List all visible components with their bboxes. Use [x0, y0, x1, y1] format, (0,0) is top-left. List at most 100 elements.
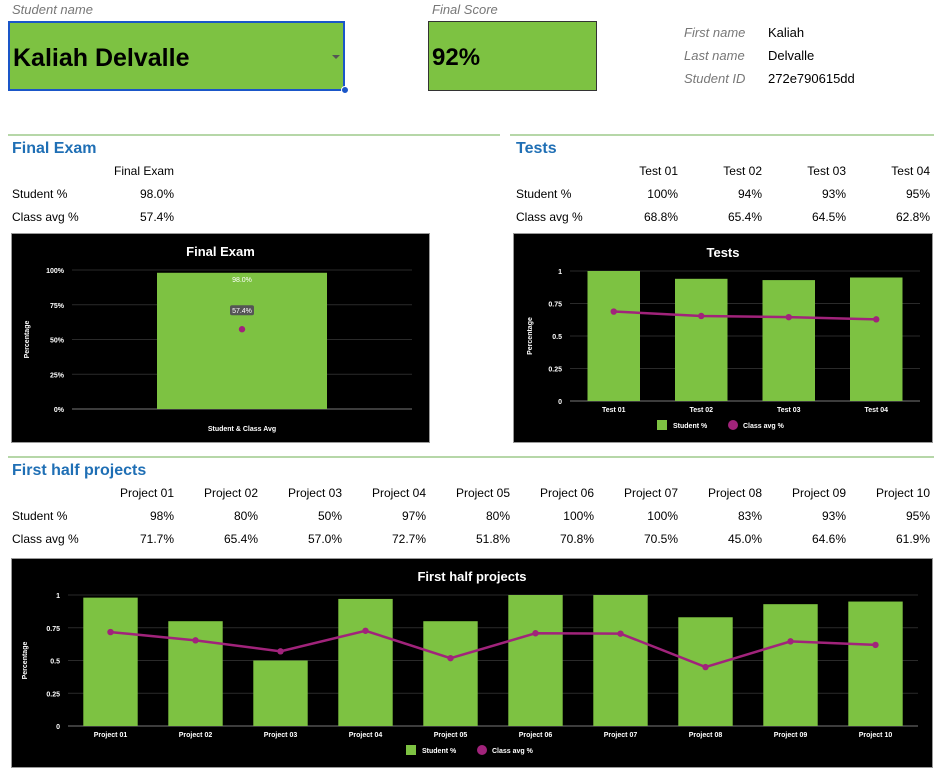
chart-title: First half projects	[417, 569, 526, 584]
final-exam-col-header: Final Exam	[114, 164, 175, 178]
projects-title: First half projects	[12, 462, 147, 479]
final-score-label: Final Score	[432, 2, 498, 17]
projects-student-value: 97%	[401, 509, 426, 523]
bar-student	[423, 621, 478, 726]
final-exam-class-value: 57.4%	[139, 210, 174, 224]
x-tick-label: Project 02	[179, 732, 213, 739]
projects-student-value: 93%	[821, 509, 846, 523]
legend-swatch-class	[728, 420, 738, 430]
student-id-value: 272e790615dd	[768, 71, 855, 86]
class-avg-point	[610, 308, 617, 315]
student-name-dropdown[interactable]: Kaliah Delvalle	[8, 21, 345, 91]
bar-student	[587, 271, 640, 401]
legend-label-class: Class avg %	[743, 423, 785, 430]
x-tick-label: Project 06	[519, 732, 553, 739]
class-avg-point	[702, 663, 709, 671]
chart-title: Tests	[707, 245, 740, 260]
legend-label-student: Student %	[673, 423, 708, 430]
bar-student	[593, 595, 648, 726]
projects-header: Project 07	[623, 486, 678, 500]
y-tick-label: 75%	[50, 303, 65, 310]
tests-student-value: 93%	[821, 187, 846, 201]
chevron-down-icon[interactable]	[332, 55, 340, 59]
selection-handle[interactable]	[341, 86, 349, 94]
final-score-value: 92%	[432, 44, 481, 71]
tests-class-value: 65.4%	[727, 210, 762, 224]
bar-student	[675, 278, 728, 401]
student-name-label: Student name	[12, 2, 93, 17]
projects-header: Project 10	[875, 486, 930, 500]
class-avg-point	[362, 627, 369, 634]
bar-student	[253, 660, 308, 726]
y-tick-label: 0%	[54, 407, 65, 414]
projects-header: Project 02	[203, 486, 258, 500]
legend-label-student: Student %	[422, 748, 457, 755]
y-tick-label: 1	[558, 269, 562, 276]
final-exam-title: Final Exam	[12, 140, 97, 157]
bar-student	[157, 272, 327, 409]
section-divider	[8, 134, 500, 136]
x-tick-label: Project 04	[349, 732, 383, 739]
projects-class-value: 70.5%	[643, 532, 678, 546]
class-avg-point	[107, 628, 114, 636]
tests-student-value: 94%	[737, 187, 762, 201]
tests-class-value: 62.8%	[895, 210, 930, 224]
tests-header: Test 01	[639, 164, 678, 178]
class-avg-point	[873, 316, 880, 323]
tests-header: Test 04	[891, 164, 930, 178]
projects-class-value: 65.4%	[223, 532, 258, 546]
x-tick-label: Project 01	[94, 732, 128, 739]
legend-swatch-student	[406, 745, 416, 755]
class-avg-point	[698, 312, 705, 320]
class-avg-point	[238, 326, 246, 333]
class-avg-point	[872, 641, 879, 649]
legend-swatch-student	[657, 420, 667, 430]
bar-student	[850, 277, 903, 401]
final-score-box: 92%	[428, 21, 597, 91]
x-tick-label: Test 03	[777, 407, 801, 414]
class-avg-point	[277, 648, 284, 655]
projects-student-value: 80%	[233, 509, 258, 523]
class-avg-point	[192, 637, 199, 644]
final-exam-row-student: Student %	[12, 187, 68, 201]
tests-student-value: 100%	[647, 187, 678, 201]
projects-header: Project 06	[539, 486, 594, 500]
last-name-label: Last name	[684, 48, 745, 63]
legend-label-class: Class avg %	[492, 748, 534, 755]
projects-class-value: 64.6%	[811, 532, 846, 546]
tests-header: Test 02	[723, 164, 762, 178]
class-avg-point	[532, 630, 539, 637]
final-exam-chart: Final Exam 0% 25% 50% 75% 100% Percentage 98.0%…	[11, 233, 430, 443]
projects-header: Project 04	[371, 486, 426, 500]
bar-student	[762, 280, 815, 401]
class-avg-point	[447, 654, 454, 662]
legend-swatch-class	[477, 745, 487, 755]
first-name-value: Kaliah	[768, 25, 805, 40]
section-divider	[510, 134, 934, 136]
y-tick-label: 0.75	[46, 626, 60, 633]
final-exam-row-class: Class avg %	[12, 210, 79, 224]
projects-student-value: 83%	[737, 509, 762, 523]
student-id-label: Student ID	[684, 71, 746, 86]
tests-row-student: Student %	[516, 187, 572, 201]
tests-class-value: 68.8%	[643, 210, 678, 224]
x-tick-label: Project 05	[434, 732, 468, 739]
bar-student	[763, 604, 818, 726]
projects-class-value: 71.7%	[139, 532, 174, 546]
projects-header: Project 09	[791, 486, 846, 500]
projects-header: Project 05	[455, 486, 510, 500]
first-name-label: First name	[684, 25, 746, 40]
y-tick-label: 0.75	[548, 302, 562, 309]
y-tick-label: 25%	[50, 372, 65, 379]
y-tick-label: 0.25	[548, 367, 562, 374]
bar-student	[508, 595, 563, 726]
y-tick-label: 50%	[50, 338, 65, 345]
tests-chart: Tests 0 0.25 0.5 0.75 1 Percentage Test 01 Test …	[513, 233, 933, 443]
projects-student-value: 80%	[485, 509, 510, 523]
class-avg-point	[787, 638, 794, 645]
x-tick-label: Test 02	[689, 407, 713, 414]
x-axis-title: Student & Class Avg	[208, 426, 276, 433]
y-axis-title: Percentage	[24, 321, 31, 359]
projects-header: Project 03	[287, 486, 342, 500]
student-name-value: Kaliah Delvalle	[13, 44, 190, 72]
